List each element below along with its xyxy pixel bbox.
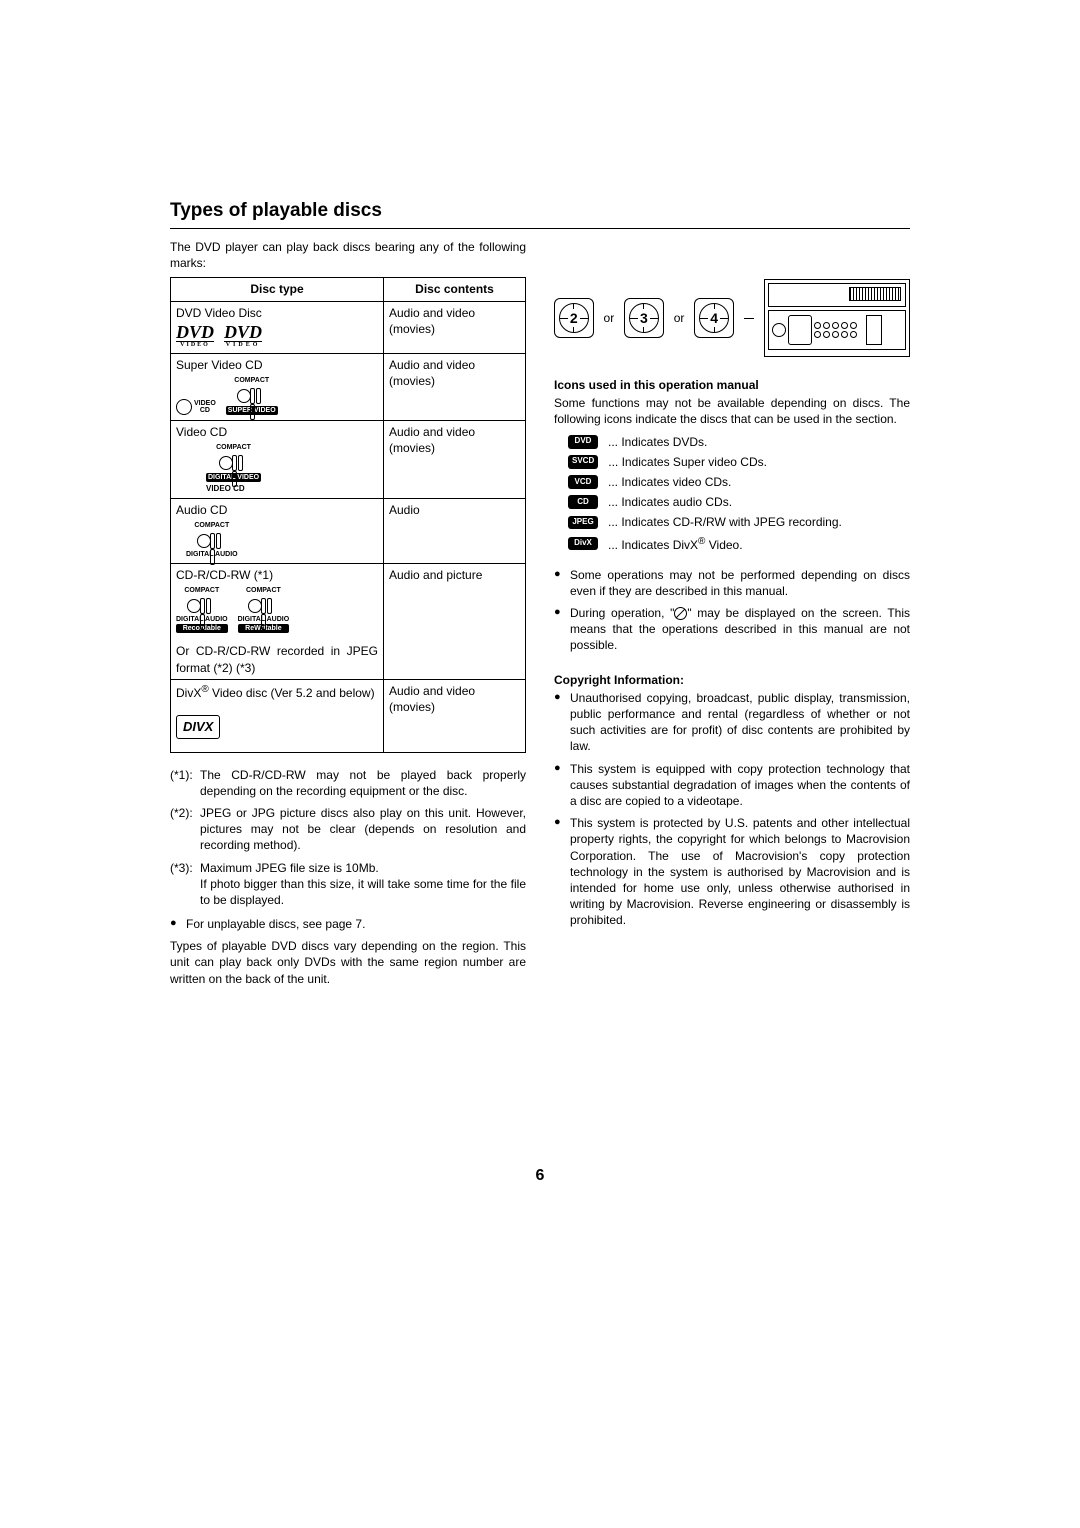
compact-disc-logo-icon: COMPACT DIGITAL AUDIO	[186, 522, 238, 558]
footnote-text: JPEG or JPG picture discs also play on t…	[200, 805, 526, 854]
notes-list: ● Some operations may not be performed d…	[554, 567, 910, 654]
bullet-icon: ●	[554, 605, 570, 654]
disc-contents: (movies)	[389, 699, 520, 715]
table-row: CD-R/CD-RW (*1) COMPACT DIGITAL AUDIO Re…	[171, 564, 526, 680]
note-text: During operation, "" may be displayed on…	[570, 605, 910, 654]
manual-page: Types of playable discs The DVD player c…	[0, 0, 1080, 1245]
copyright-text: Unauthorised copying, broadcast, public …	[570, 690, 910, 755]
icons-intro: Some functions may not be available depe…	[554, 395, 910, 427]
icon-legend: DVD ... Indicates DVDs. SVCD ... Indicates…	[568, 434, 910, 553]
table-row: Super Video CD VIDEOCD COMPACT SUPER VID…	[171, 353, 526, 420]
disc-contents: Audio	[389, 502, 520, 518]
page-number: 6	[170, 1167, 910, 1185]
footnote-mark: (*2):	[170, 805, 200, 854]
legend-text: ... Indicates DivX® Video.	[608, 535, 743, 553]
bullet-icon: ●	[554, 815, 570, 928]
region-code-icon: 3	[624, 298, 664, 338]
disc-type-label: Audio CD	[176, 502, 378, 518]
page-title: Types of playable discs	[170, 200, 910, 229]
legend-text: ... Indicates CD-R/RW with JPEG recordin…	[608, 514, 842, 530]
disc-contents: (movies)	[389, 321, 520, 337]
copyright-list: ● Unauthorised copying, broadcast, publi…	[554, 690, 910, 929]
bullet-text: For unplayable discs, see page 7.	[186, 916, 365, 932]
footnote-text: The CD-R/CD-RW may not be played back pr…	[200, 767, 526, 799]
table-row: Audio CD COMPACT DIGITAL AUDIO Audio	[171, 499, 526, 564]
bullet-list: ● For unplayable discs, see page 7.	[170, 916, 526, 932]
left-column: The DVD player can play back discs beari…	[170, 239, 526, 987]
dvd-logo-row: DVDVIDEO DVDVIDEO	[176, 325, 378, 348]
legend-text: ... Indicates DVDs.	[608, 434, 707, 450]
prohibit-icon	[674, 607, 687, 620]
vcd-badge-icon: VCD	[568, 475, 598, 489]
footnotes: (*1): The CD-R/CD-RW may not be played b…	[170, 767, 526, 909]
bullet-icon: ●	[554, 761, 570, 810]
disc-contents: Audio and video	[389, 683, 520, 699]
disc-type-label: DVD Video Disc	[176, 305, 378, 321]
disc-table: Disc type Disc contents DVD Video Disc D…	[170, 277, 526, 752]
video-cd-logo-icon: VIDEOCD	[176, 399, 216, 415]
bullet-icon: ●	[554, 567, 570, 599]
or-label: or	[674, 310, 685, 326]
disc-contents: Audio and video	[389, 305, 520, 321]
legend-text: ... Indicates audio CDs.	[608, 494, 732, 510]
disc-contents: Audio and video	[389, 424, 520, 440]
footnote-mark: (*1):	[170, 767, 200, 799]
footnote-mark: (*3):	[170, 860, 200, 909]
dvd-badge-icon: DVD	[568, 435, 598, 449]
disc-type-extra: Or CD-R/CD-RW recorded in JPEG format (*…	[176, 643, 378, 675]
device-back-panel-icon	[764, 279, 910, 357]
copyright-text: This system is protected by U.S. patents…	[570, 815, 910, 928]
copyright-text: This system is equipped with copy protec…	[570, 761, 910, 810]
disc-contents: (movies)	[389, 440, 520, 456]
disc-type-label: Super Video CD	[176, 357, 378, 373]
table-row: DivX® Video disc (Ver 5.2 and below) DIV…	[171, 679, 526, 752]
compact-disc-logo-icon: COMPACT DIGITAL VIDEO	[206, 444, 261, 482]
region-code-icon: 2	[554, 298, 594, 338]
logo-row: COMPACT DIGITAL AUDIO Recordable COMPACT…	[176, 587, 378, 633]
bullet-icon: ●	[554, 690, 570, 755]
disc-type-label: DivX® Video disc (Ver 5.2 and below)	[176, 683, 378, 701]
table-row: DVD Video Disc DVDVIDEO DVDVIDEO Audio a…	[171, 301, 526, 353]
table-row: Video CD COMPACT DIGITAL VIDEO VIDEO CD …	[171, 421, 526, 499]
disc-contents: (movies)	[389, 373, 520, 389]
intro-text: The DVD player can play back discs beari…	[170, 239, 526, 271]
legend-text: ... Indicates Super video CDs.	[608, 454, 767, 470]
right-column: 2 or 3 or 4	[554, 239, 910, 987]
cdrw-logo-icon: COMPACT DIGITAL AUDIO ReWritable	[238, 587, 290, 633]
footnote-text: Maximum JPEG file size is 10Mb. If photo…	[200, 860, 526, 909]
cd-badge-icon: CD	[568, 495, 598, 509]
dvd-video-logo-icon: DVDVIDEO	[224, 325, 262, 348]
disc-type-label: Video CD	[176, 424, 378, 440]
logo-row: COMPACT DIGITAL VIDEO	[176, 444, 378, 482]
region-code-row: 2 or 3 or 4	[554, 279, 910, 357]
divx-badge-icon: DivX	[568, 537, 598, 551]
section-title: Icons used in this operation manual	[554, 377, 910, 393]
table-header: Disc contents	[384, 278, 526, 301]
disc-type-label: CD-R/CD-RW (*1)	[176, 567, 378, 583]
note-text: Some operations may not be performed dep…	[570, 567, 910, 599]
copyright-title: Copyright Information:	[554, 672, 910, 688]
logo-row: VIDEOCD COMPACT SUPER VIDEO	[176, 377, 378, 415]
jpeg-badge-icon: JPEG	[568, 516, 598, 530]
cdr-logo-icon: COMPACT DIGITAL AUDIO Recordable	[176, 587, 228, 633]
svcd-badge-icon: SVCD	[568, 455, 598, 469]
disc-contents: Audio and video	[389, 357, 520, 373]
disc-contents: Audio and picture	[389, 567, 520, 583]
compact-disc-logo-icon: COMPACT SUPER VIDEO	[226, 377, 278, 415]
logo-row: COMPACT DIGITAL AUDIO	[176, 522, 378, 558]
table-header: Disc type	[171, 278, 384, 301]
divx-logo-icon: DIVX	[176, 715, 220, 739]
legend-text: ... Indicates video CDs.	[608, 474, 731, 490]
or-label: or	[604, 310, 615, 326]
region-code-icon: 4	[694, 298, 734, 338]
bullet-icon: ●	[170, 916, 186, 932]
dvd-video-logo-icon: DVDVIDEO	[176, 325, 214, 348]
region-paragraph: Types of playable DVD discs vary dependi…	[170, 938, 526, 987]
